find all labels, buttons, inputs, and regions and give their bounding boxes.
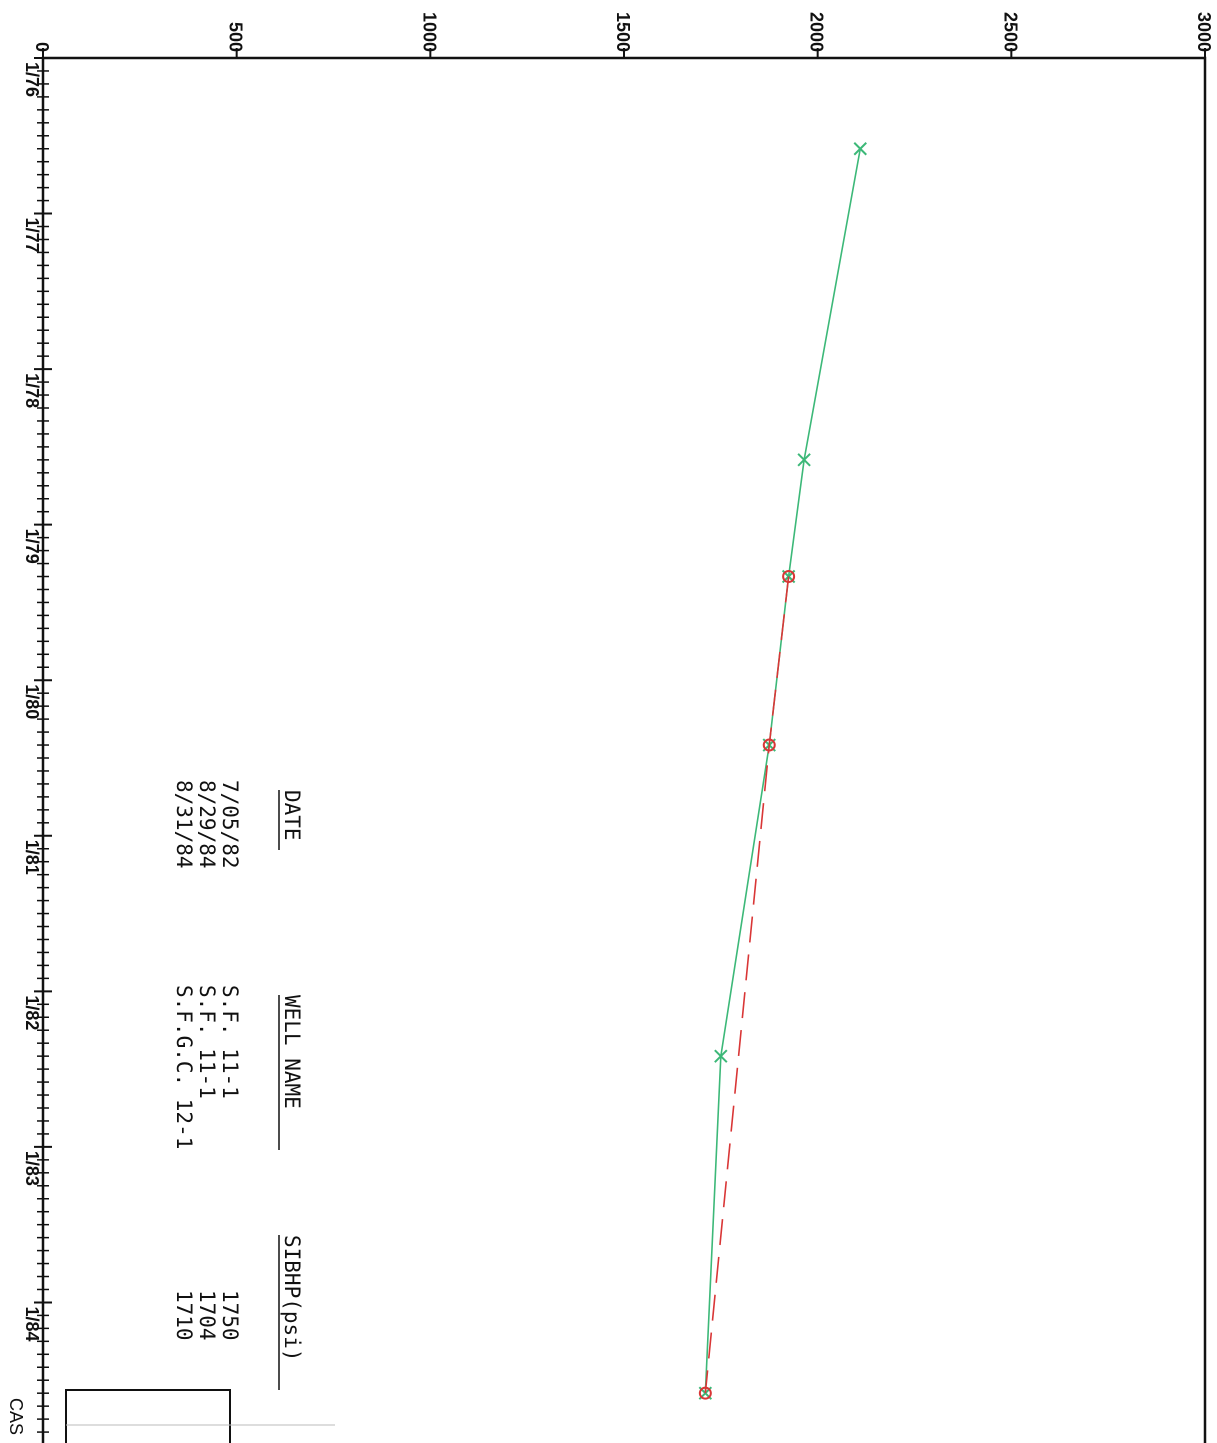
table-header-well: WELL NAME [280,995,304,1109]
table-row-3-date: 8/31/84 [172,780,196,869]
series-1-point-2 [797,453,811,467]
table-row-1-date: 7/05/82 [218,780,242,869]
series-1-line [704,148,862,1394]
x-tick-label-1-79: 1/79 [22,529,42,564]
x-axis-tick-labels: 1/76 1/77 1/78 1/79 1/80 1/81 1/82 1/83 1/84 [22,62,42,1341]
x-tick-label-1-84: 1/84 [22,1306,42,1341]
series-2-point-2 [762,738,776,752]
table-header-date: DATE [280,790,304,841]
table-row-1-well: S.F. 11-1 [218,985,242,1099]
table-row-2-date: 8/29/84 [195,780,219,869]
corner-box [65,1389,231,1443]
x-axis-ticks [34,57,52,1433]
series-1-point-1 [853,142,867,156]
table-row-1-sibhp: 1750 [218,1290,242,1341]
x-tick-label-1-77: 1/77 [22,218,42,253]
plot-frame [41,56,1207,1443]
series-2-line [704,576,790,1394]
x-tick-label-1-78: 1/78 [22,373,42,408]
series-layer [698,142,867,1400]
table-row-2-sibhp: 1704 [195,1290,219,1341]
y-tick-label-2500: 2500 [1000,12,1020,52]
x-tick-label-1-76: 1/76 [22,62,42,97]
x-tick-label-1-83: 1/83 [22,1151,42,1186]
table-row-2-well: S.F. 11-1 [195,985,219,1099]
series-2-point-3 [698,1386,712,1400]
y-tick-label-500: 500 [226,22,246,52]
x-tick-label-1-82: 1/82 [22,995,42,1030]
series-2-point-1 [782,570,796,584]
y-axis-ticks [42,48,1206,58]
y-tick-label-2000: 2000 [807,12,827,52]
y-axis-tick-labels: 0 500 1000 1500 2000 2500 3000 [32,12,1214,52]
table-header-sibhp: SIBHP(psi) [280,1235,304,1361]
y-tick-label-3000: 3000 [1194,12,1214,52]
y-tick-label-0: 0 [32,42,52,52]
well-pressure-table: DATE WELL NAME SIBHP(psi) 7/05/82 S.F. 1… [172,780,304,1390]
y-tick-label-1500: 1500 [613,12,633,52]
corner-box-label: CAS [6,1398,26,1435]
x-tick-label-1-81: 1/81 [22,840,42,875]
y-tick-label-1000: 1000 [419,12,439,52]
x-tick-label-1-80: 1/80 [22,684,42,719]
series-1-point-5 [714,1049,728,1063]
table-row-3-well: S.F.G.C. 12-1 [172,985,196,1149]
table-row-3-sibhp: 1710 [172,1290,196,1341]
